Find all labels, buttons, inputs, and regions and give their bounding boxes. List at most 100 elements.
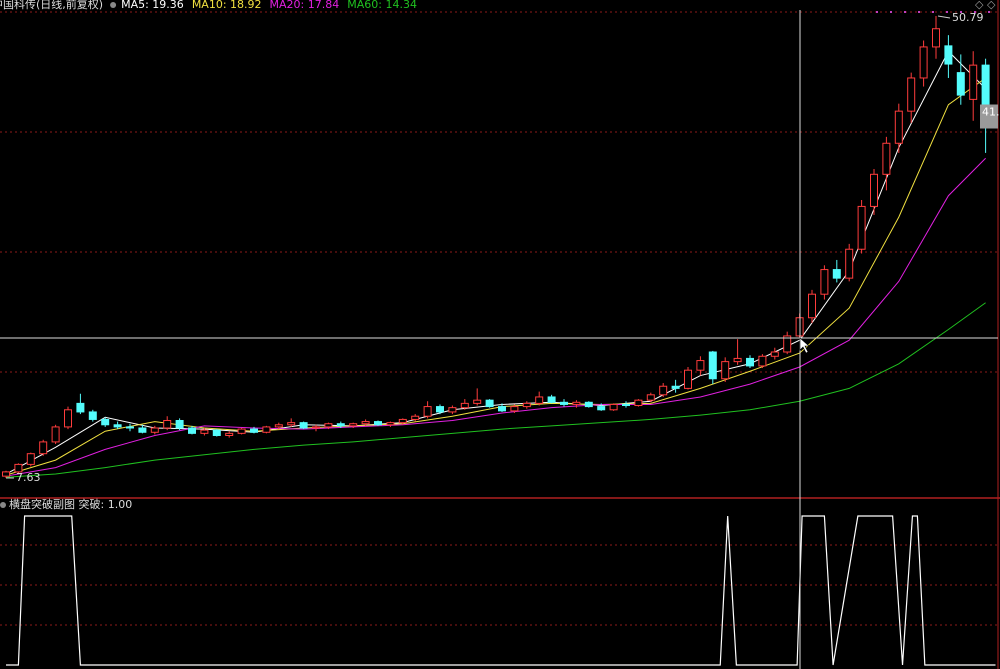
candle-body: [870, 173, 878, 207]
mouse-cursor: [799, 337, 810, 354]
candle-body: [126, 426, 134, 429]
candle-body: [882, 142, 891, 175]
ma-line: [5, 157, 986, 477]
candle-body: [101, 418, 110, 426]
stock-title: 中国科传(日线,前复权): [0, 0, 103, 11]
candle-body: [262, 426, 271, 433]
candle-body: [39, 441, 48, 455]
candle-body: [361, 421, 370, 425]
candle-body: [584, 401, 593, 408]
candle-body: [721, 361, 730, 380]
candle-body: [225, 432, 234, 436]
candle-body: [609, 403, 618, 411]
candle-body: [845, 248, 854, 279]
candle-body: [26, 453, 35, 465]
legend-entry: MA5: 19.36: [121, 0, 184, 11]
candle-body: [250, 428, 258, 433]
candle-body: [88, 411, 97, 420]
candle-body: [64, 409, 72, 428]
candle-body: [14, 463, 23, 473]
candle-body: [956, 72, 965, 96]
candle-body: [200, 429, 209, 434]
candle-body: [684, 369, 692, 389]
header: 中国科传(日线,前复权) MA5: 19.36 MA10: 18.92 MA20: …: [0, 0, 417, 11]
candle-body: [547, 396, 556, 403]
candle-body: [746, 357, 754, 367]
candle-body: [436, 406, 444, 413]
candle-body: [622, 403, 630, 407]
plot: 50.79 7.63 41.4: [2, 11, 1000, 666]
last-price-label: 41.4: [982, 106, 1000, 119]
candle-body: [423, 406, 432, 417]
candle-body: [2, 471, 10, 477]
candle-body: [324, 423, 333, 428]
candle-body: [460, 402, 469, 409]
candle-body: [349, 423, 358, 427]
candle-body: [51, 426, 60, 443]
candle-body: [163, 420, 172, 429]
candle-body: [336, 423, 345, 427]
candle-body: [138, 427, 147, 433]
candle-body: [597, 406, 606, 411]
candle-body: [770, 351, 779, 357]
legend-entry: MA10: 18.92: [192, 0, 262, 11]
candle-body: [572, 401, 581, 405]
candle-body: [919, 46, 928, 79]
candle-body: [696, 360, 705, 371]
candle-body: [398, 418, 407, 424]
candle-body: [522, 402, 531, 408]
candle-body: [932, 28, 940, 48]
candle-body: [733, 357, 742, 363]
candle-body: [411, 415, 420, 420]
candle-body: [473, 399, 482, 404]
sub-title: 横盘突破副图 突破: 1.00: [9, 497, 132, 511]
candle-body: [808, 293, 816, 319]
candle-body: [374, 421, 382, 426]
candle-body: [113, 424, 122, 428]
candle-body: [498, 406, 506, 412]
high-pointer: [937, 15, 951, 19]
low-label: 7.63: [16, 471, 41, 484]
candle-body: [150, 427, 159, 433]
candle-body: [274, 424, 283, 428]
candle-body: [894, 110, 903, 144]
nav-icon[interactable]: ◇ ◇: [975, 0, 996, 11]
legend-entry: MA60: 14.34: [347, 0, 417, 11]
candle-body: [783, 335, 792, 353]
candle-body: [758, 355, 767, 367]
candle-body: [659, 385, 668, 396]
candle-body: [485, 399, 494, 408]
top-markers: [876, 11, 990, 13]
indicator-line: [6, 515, 996, 666]
candle-body: [535, 396, 544, 404]
legend-entry: MA20: 17.84: [270, 0, 340, 11]
candle-body: [175, 420, 184, 429]
candle-body: [312, 426, 320, 429]
legend-icon: [110, 2, 117, 8]
candle-body: [386, 422, 395, 426]
candle-body: [708, 351, 717, 380]
candle-body: [237, 428, 246, 434]
ma-line: [5, 302, 986, 478]
candle-body: [944, 45, 953, 65]
sub-icon: [0, 502, 6, 508]
candle-body: [560, 401, 568, 405]
candle-body: [212, 429, 221, 436]
candle-body: [634, 399, 643, 407]
grid: [0, 11, 998, 626]
candle-body: [448, 407, 457, 413]
candle-body: [646, 394, 655, 401]
candle-body: [299, 422, 308, 429]
candle-body: [857, 205, 866, 250]
candle-body: [820, 269, 829, 295]
last-price-box: [980, 104, 998, 129]
candle-body: [671, 385, 680, 389]
candle-body: [832, 269, 841, 279]
candle-body: [76, 402, 85, 413]
high-label: 50.79: [952, 11, 984, 24]
candle-body: [907, 77, 916, 112]
candle-body: [510, 406, 519, 412]
candle-body: [969, 64, 978, 100]
